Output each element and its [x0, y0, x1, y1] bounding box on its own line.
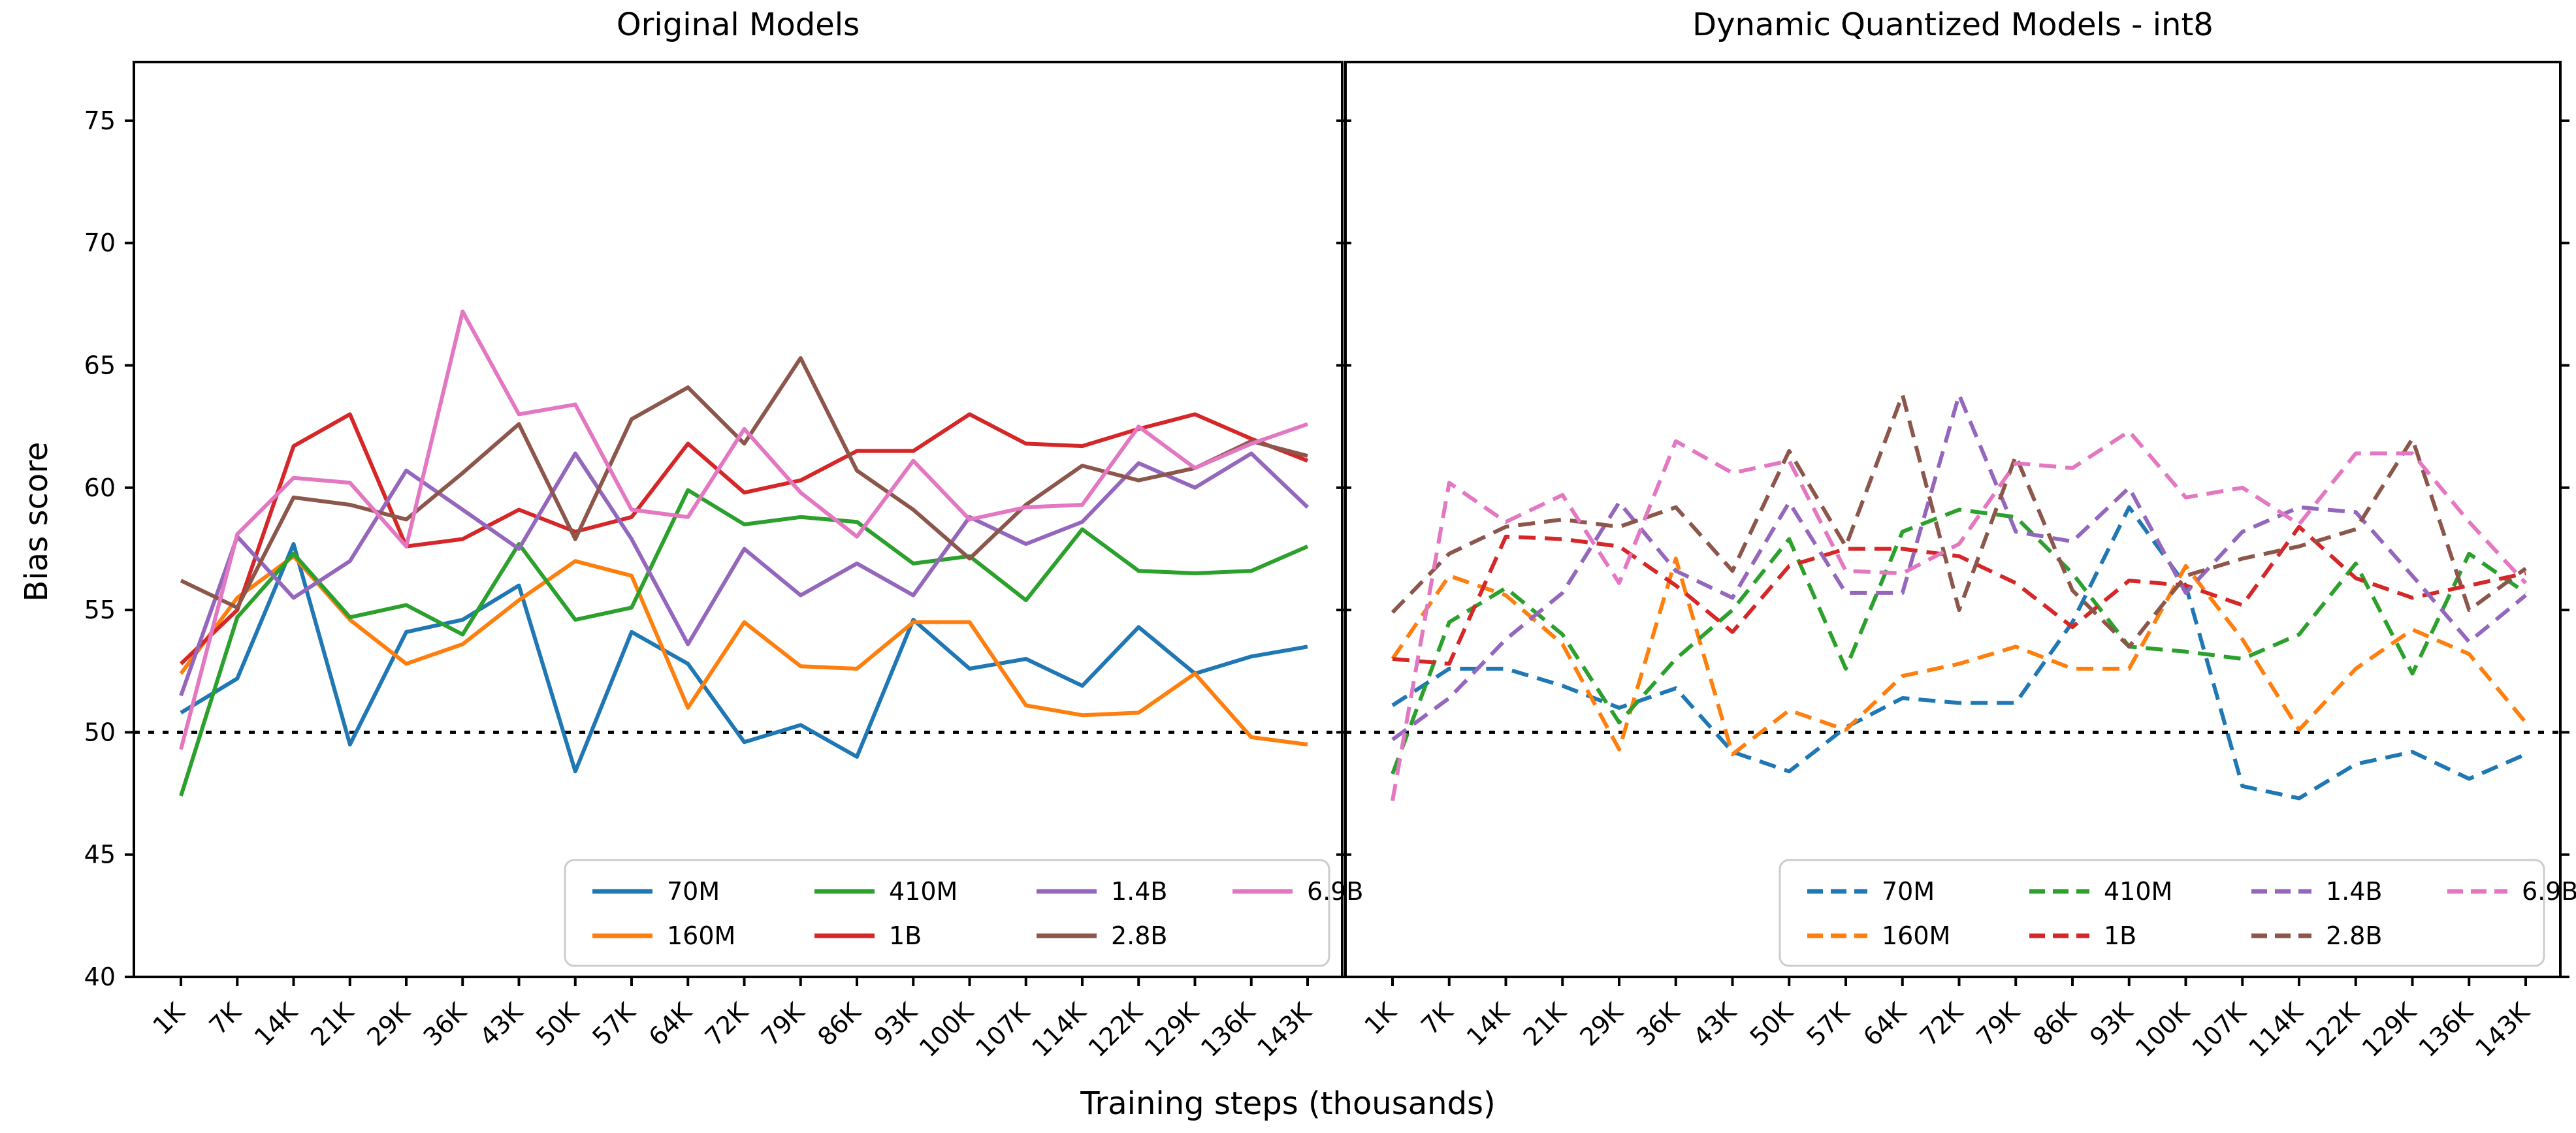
- panel-left: 40 45 50 55 60 65 70 75 1K 7K 14K 21K 29K 36K 43K 50K 57…: [84, 61, 1364, 1062]
- x-tick-label: 64K: [1858, 997, 1912, 1051]
- x-tick-label: 7K: [204, 997, 248, 1040]
- x-tick-label: 136K: [2413, 997, 2479, 1062]
- axes-frame: [133, 61, 1344, 978]
- y-tick-label: 45: [84, 840, 116, 869]
- x-tick-label: 14K: [1461, 997, 1516, 1051]
- x-tick-label: 36K: [1631, 997, 1686, 1051]
- legend-label-1B: 1B: [889, 921, 922, 950]
- legend-label-160M: 160M: [667, 921, 735, 950]
- legend-label-160M: 160M: [1882, 921, 1950, 950]
- panel-right: 1K 7K 14K 21K 29K 36K 43K 50K 57K 64K 72K 79K 86K 93K…: [1336, 61, 2576, 1062]
- series-410M: [1391, 507, 2527, 775]
- series-1B: [1392, 524, 2526, 666]
- y-tick-label: 40: [84, 963, 116, 991]
- y-tick-label: 70: [84, 229, 116, 257]
- series-6.9B: [179, 310, 1308, 750]
- x-tick-label: 43K: [1688, 997, 1743, 1051]
- x-tick-label: 72K: [1914, 997, 1969, 1051]
- x-tick-label: 122K: [2300, 997, 2366, 1062]
- right-panel-title: Dynamic Quantized Models - int8: [1692, 7, 2214, 43]
- x-tick-label: 57K: [1801, 997, 1856, 1051]
- y-tick-label: 75: [84, 106, 116, 135]
- y-tick-label: 55: [84, 596, 116, 624]
- x-tick-label: 21K: [1518, 997, 1573, 1051]
- x-axis-label: Training steps (thousands): [1080, 1085, 1496, 1122]
- x-tick-label: 129K: [1139, 997, 1205, 1062]
- series-70M: [180, 542, 1308, 774]
- legend-label-2.8B: 2.8B: [2326, 921, 2383, 950]
- series-6.9B: [1391, 429, 2528, 801]
- x-tick-label: 43K: [474, 997, 529, 1051]
- x-tick-label: 64K: [643, 997, 698, 1051]
- x-tick-label: 100K: [2130, 997, 2196, 1062]
- legend-label-1.4B: 1.4B: [1111, 877, 1168, 906]
- legend-label-6.9B: 6.9B: [1307, 877, 1364, 906]
- legend-label-410M: 410M: [2104, 877, 2172, 906]
- x-tick-label: 72K: [700, 997, 754, 1051]
- x-tick-label: 14K: [249, 997, 304, 1051]
- x-tick-label: 36K: [418, 997, 473, 1051]
- series-410M: [179, 488, 1309, 797]
- x-tick-label: 136K: [1195, 997, 1261, 1062]
- x-tick-label: 107K: [2187, 997, 2253, 1062]
- legend-box: [1779, 859, 2545, 967]
- series-160M: [1391, 556, 2528, 757]
- axes-frame: [1344, 61, 2562, 978]
- series-2.8B: [1391, 392, 2527, 649]
- y-tick-label: 50: [84, 718, 116, 746]
- x-tick-label: 1K: [1359, 997, 1403, 1040]
- x-tick-label: 79K: [756, 997, 811, 1051]
- series-1.4B: [1391, 392, 2527, 742]
- x-tick-label: 100K: [914, 997, 980, 1062]
- series-1B: [179, 412, 1309, 665]
- legend-label-70M: 70M: [1882, 877, 1935, 906]
- x-tick-label: 57K: [587, 997, 641, 1051]
- x-tick-label: 143K: [1251, 997, 1317, 1062]
- series-70M: [1391, 505, 2527, 801]
- x-tick-label: 50K: [530, 997, 585, 1051]
- x-tick-label: 114K: [1026, 997, 1092, 1062]
- y-tick-label: 60: [84, 473, 116, 502]
- x-tick-label: 29K: [361, 997, 416, 1051]
- left-panel-title: Original Models: [616, 7, 860, 43]
- y-tick-label: 65: [84, 351, 116, 380]
- legend-label-1.4B: 1.4B: [2326, 877, 2383, 906]
- legend-box: [564, 859, 1330, 967]
- legend-label-70M: 70M: [667, 877, 720, 906]
- legend-label-410M: 410M: [889, 877, 958, 906]
- series-1.4B: [179, 451, 1310, 697]
- x-tick-label: 50K: [1745, 997, 1799, 1051]
- legend-label-6.9B: 6.9B: [2522, 877, 2576, 906]
- x-tick-label: 21K: [305, 997, 360, 1051]
- x-tick-label: 114K: [2243, 997, 2309, 1062]
- x-tick-label: 29K: [1574, 997, 1629, 1051]
- x-tick-label: 86K: [2027, 997, 2082, 1051]
- x-tick-label: 7K: [1415, 997, 1459, 1040]
- legend-label-1B: 1B: [2104, 921, 2136, 950]
- legend-label-2.8B: 2.8B: [1111, 921, 1168, 950]
- x-tick-label: 86K: [812, 997, 867, 1051]
- x-tick-label: 122K: [1083, 997, 1149, 1062]
- x-tick-label: 1K: [148, 997, 191, 1040]
- x-tick-label: 143K: [2470, 997, 2536, 1062]
- series-2.8B: [180, 356, 1308, 610]
- series-160M: [179, 554, 1308, 747]
- x-tick-label: 107K: [970, 997, 1036, 1062]
- y-axis-label: Bias score: [18, 441, 55, 602]
- x-tick-label: 79K: [1971, 997, 2026, 1051]
- x-tick-label: 129K: [2357, 997, 2423, 1062]
